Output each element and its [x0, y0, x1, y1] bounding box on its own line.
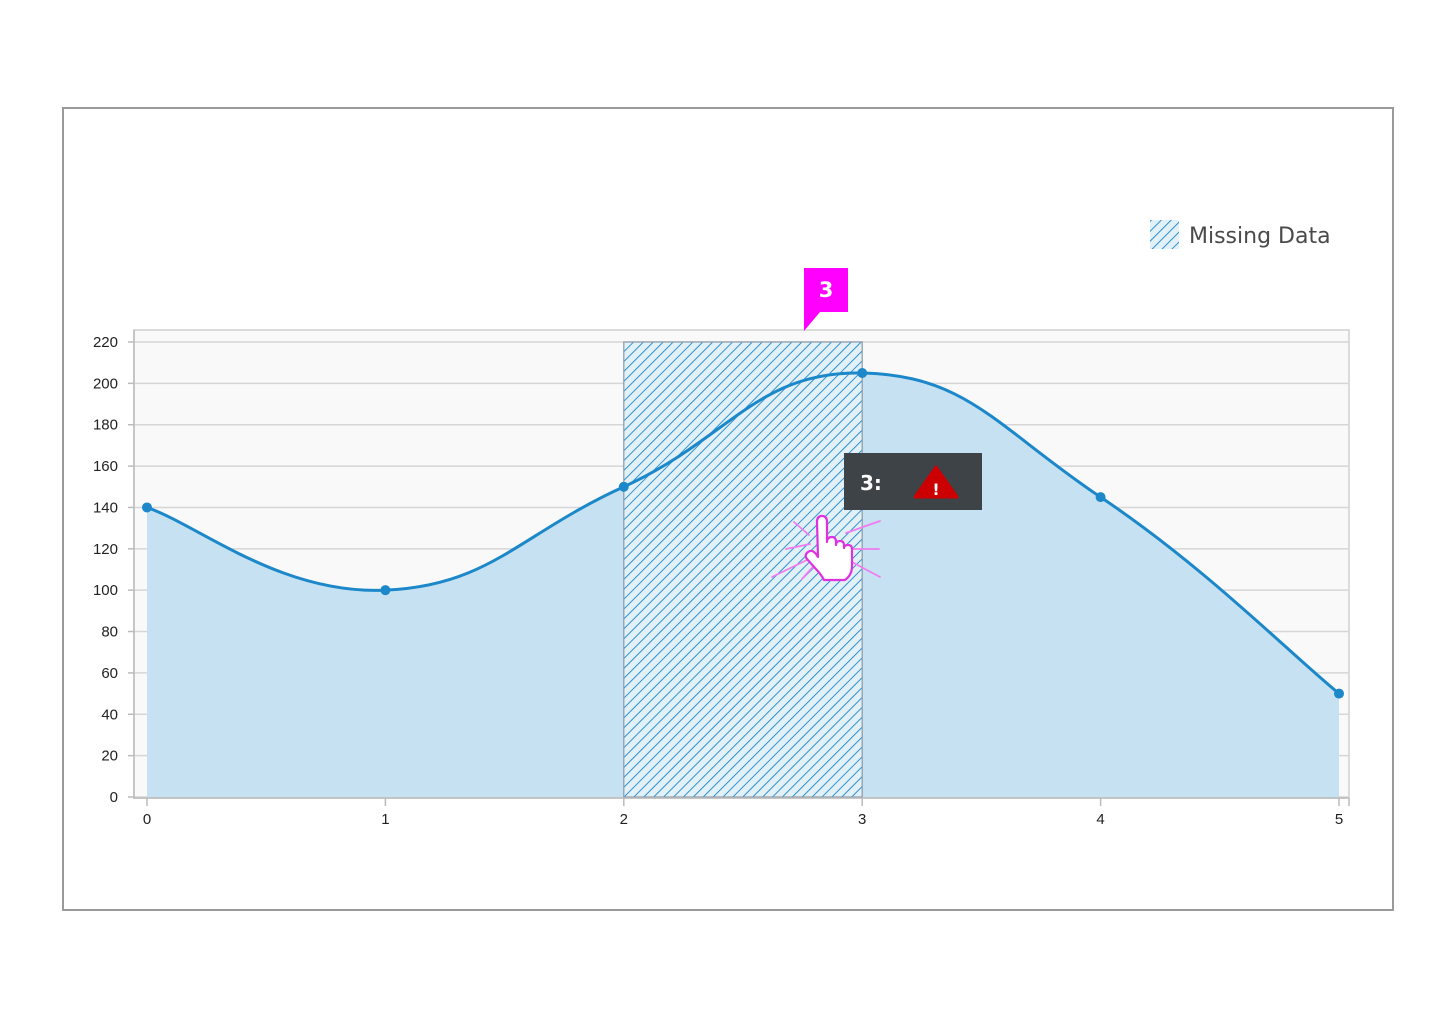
x-tick-label: 5 [1335, 811, 1343, 828]
area-chart: 0 20 40 60 80 100 120 140 160 180 200 220 0 1 2 3 4 5 Mi… [93, 220, 1350, 828]
y-tick-label: 80 [101, 624, 118, 641]
tooltip-label: 3: [860, 471, 882, 495]
callout-label: 3 [819, 278, 834, 302]
data-point[interactable] [142, 502, 152, 513]
tooltip: 3: ! [844, 453, 982, 510]
y-tick-label: 100 [93, 582, 118, 599]
x-tick-label: 4 [1096, 811, 1104, 828]
y-tick-label: 180 [93, 417, 118, 434]
y-tick-label: 220 [93, 334, 118, 351]
x-tick-label: 0 [143, 811, 151, 828]
warning-icon: ! [913, 465, 959, 499]
data-point[interactable] [380, 585, 391, 596]
y-tick-label: 20 [101, 748, 118, 765]
data-point[interactable] [618, 481, 629, 492]
x-tick-label: 2 [620, 811, 628, 828]
x-tick-label: 3 [858, 811, 866, 828]
y-tick-label: 200 [93, 375, 118, 392]
svg-text:!: ! [932, 480, 939, 499]
series-line [146, 371, 1340, 695]
y-axis: 0 20 40 60 80 100 120 140 160 180 200 220 [93, 330, 135, 806]
data-point[interactable] [1334, 688, 1344, 699]
chart-frame: 0 20 40 60 80 100 120 140 160 180 200 220 0 1 2 3 4 5 Mi… [62, 107, 1394, 911]
callout-box [804, 268, 848, 312]
y-tick-label: 60 [101, 665, 118, 682]
tooltip-box [844, 453, 982, 510]
y-tick-label: 0 [110, 789, 118, 806]
legend-swatch [1150, 220, 1179, 249]
data-points [142, 368, 1344, 699]
x-axis: 0 1 2 3 4 5 [134, 797, 1350, 828]
data-point[interactable] [1095, 492, 1106, 503]
y-tick-label: 120 [93, 541, 118, 558]
y-tick-label: 140 [93, 499, 118, 516]
hand-pointer-icon [771, 514, 881, 582]
x-tick-label: 1 [381, 811, 389, 828]
legend-label: Missing Data [1189, 224, 1331, 249]
y-tick-label: 40 [101, 706, 118, 723]
legend[interactable]: Missing Data [1150, 220, 1331, 249]
step-callout: 3 [804, 268, 848, 331]
callout-pointer [804, 312, 820, 331]
y-tick-label: 160 [93, 458, 118, 475]
data-point[interactable] [857, 368, 868, 379]
